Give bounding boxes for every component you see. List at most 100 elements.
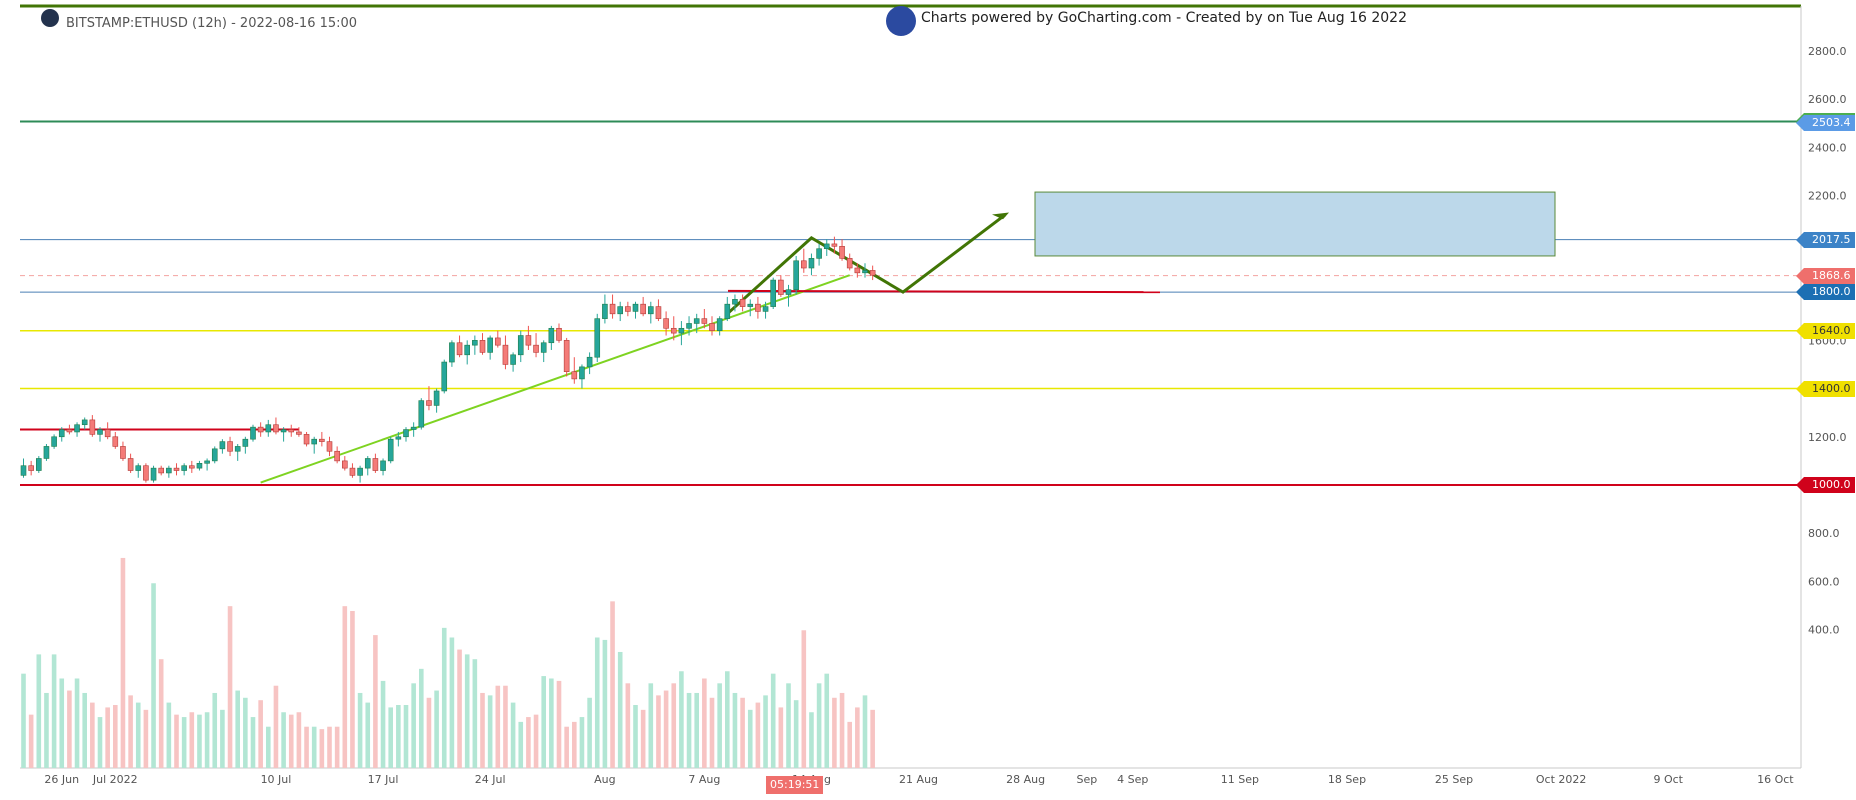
candle-body (640, 303, 646, 315)
candle-body (770, 279, 777, 307)
volume-bar (839, 692, 845, 768)
volume-bar (640, 709, 646, 768)
candle-body (189, 465, 195, 469)
candle-body (510, 354, 516, 365)
volume-bar (770, 673, 776, 768)
volume-bar (441, 627, 447, 768)
volume-bar (679, 671, 684, 768)
volume-bar (266, 726, 271, 768)
volume-bar (487, 695, 493, 768)
volume-bar (334, 726, 340, 768)
volume-bar (556, 680, 562, 768)
candle-body (762, 306, 769, 312)
volume-bar (480, 692, 485, 768)
x-tick-label: 7 Aug (688, 773, 720, 786)
volume-bar (419, 668, 424, 768)
candle-body (502, 344, 509, 365)
volume-bar (541, 676, 546, 768)
chart-up-icon (886, 6, 916, 36)
x-tick-label: Aug (594, 773, 615, 786)
candle-body (20, 465, 27, 476)
time-axis: 26 Jun Jul 2022 10 Jul 17 Jul 24 Jul Aug 7 Aug… (44, 773, 1794, 786)
volume-bar (74, 678, 80, 768)
candle-body (494, 337, 501, 346)
candle-body (464, 344, 471, 356)
volume-bar (411, 683, 416, 768)
candle-body (296, 431, 302, 435)
volume-bar (518, 721, 524, 768)
volume-bar (855, 707, 860, 768)
credit-line: Charts powered by GoCharting.com - Creat… (921, 10, 1408, 26)
x-tick-label: Jul 2022 (92, 773, 138, 786)
x-tick-label: 17 Jul (368, 773, 399, 786)
candle-body (227, 441, 233, 452)
volume-bar (28, 714, 34, 768)
volume-bar (250, 717, 256, 768)
trendline (260, 274, 851, 484)
candle-body (785, 289, 792, 295)
candle-body (487, 337, 493, 353)
y-tick-label: 600.0 (1808, 575, 1840, 588)
volume-bar (747, 709, 753, 768)
volume-bar (572, 721, 577, 768)
volume-bar (602, 639, 608, 768)
candle-body (632, 303, 639, 312)
volume-bar (166, 702, 172, 768)
candle-body (196, 463, 203, 469)
volume-bar (633, 705, 638, 768)
volume-bar (135, 702, 141, 768)
price-tag: 1640.0 (1796, 322, 1855, 339)
y-tick-label: 2600.0 (1808, 93, 1847, 106)
volume-bar (197, 714, 202, 768)
candle-body (181, 465, 187, 471)
volume-bar (67, 690, 72, 768)
candle-body (846, 258, 853, 269)
volume-bar (97, 717, 103, 768)
candle-body (456, 342, 463, 356)
candle-body (747, 303, 754, 307)
current-time-tag: 05:19:51 (766, 776, 824, 794)
candle-body (579, 366, 585, 380)
volume-bar (342, 606, 348, 768)
volume-bar (220, 709, 225, 768)
chart-gridlines (20, 4, 1802, 769)
candle-body (303, 434, 310, 445)
candle-body (288, 429, 295, 433)
candle-body (869, 270, 876, 276)
volume-bar (847, 721, 852, 768)
candle-body (380, 460, 386, 471)
candle-body (280, 429, 287, 433)
volume-bar (472, 659, 478, 768)
projection-arrowhead (992, 212, 1009, 220)
candle-body (242, 438, 249, 447)
candle-body (617, 306, 624, 315)
volume-bars (21, 557, 875, 768)
volume-bar (686, 692, 692, 768)
candle-body (571, 371, 578, 380)
x-tick-label: 4 Sep (1117, 773, 1148, 786)
y-tick-label: 800.0 (1808, 527, 1840, 540)
candle-body (556, 327, 562, 341)
candle-body (709, 323, 715, 331)
y-tick-label: 2800.0 (1808, 45, 1847, 58)
candle-body (418, 400, 425, 428)
x-tick-label: 24 Jul (475, 773, 506, 786)
x-tick-label: 28 Aug (1006, 773, 1045, 786)
candle-body (395, 436, 402, 440)
volume-bar (862, 695, 868, 768)
x-tick-label: 11 Sep (1221, 773, 1259, 786)
candle-body (112, 436, 119, 447)
candle-body (173, 467, 180, 471)
candle-body (326, 441, 333, 452)
candle-body (693, 318, 700, 324)
volume-bar (120, 557, 126, 768)
x-tick-label: 16 Oct (1757, 773, 1794, 786)
candle-body (732, 299, 738, 305)
candle-body (701, 318, 708, 324)
candle-body (609, 303, 616, 315)
volume-bar (709, 697, 715, 768)
volume-bar (434, 690, 439, 768)
candle-body (234, 446, 241, 452)
volume-bar (717, 683, 722, 768)
